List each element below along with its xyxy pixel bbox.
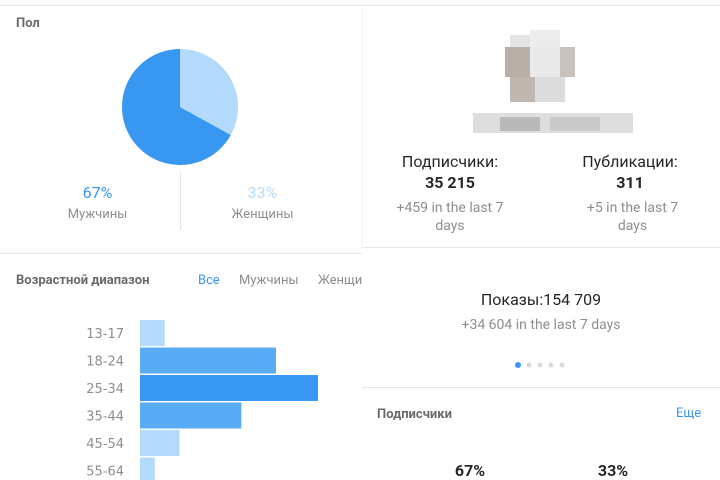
bar	[140, 402, 242, 429]
stat-value: 311	[616, 173, 644, 192]
filter-tab[interactable]: Женщины	[318, 273, 362, 288]
pie-slice	[122, 49, 231, 165]
female-label: Женщины	[231, 207, 294, 222]
category-label: 55-64	[86, 465, 124, 480]
section-title: Пол	[16, 16, 40, 31]
category-label: 13-17	[86, 327, 124, 342]
pie-chart	[122, 49, 239, 165]
bar-chart: 13-17 18-24 25-34 35-44 45-54 55-64	[86, 320, 318, 480]
impressions-value: 154 709	[543, 290, 602, 309]
separator	[0, 253, 362, 254]
followers-pct: 33%	[597, 461, 629, 480]
followers-pct: 67%	[454, 461, 486, 480]
category-label: 35-44	[86, 410, 124, 425]
category-label: 25-34	[86, 382, 124, 397]
top-border	[0, 5, 720, 6]
stat-label: Подписчики:	[401, 152, 499, 171]
divider	[362, 6, 363, 246]
separator	[362, 247, 720, 248]
impressions: Показы:154 709	[362, 290, 720, 309]
divider	[180, 172, 181, 230]
category-label: 45-54	[86, 437, 124, 452]
bar	[140, 430, 180, 456]
male-label: Мужчины	[67, 207, 128, 222]
section-title: Подписчики	[377, 407, 452, 422]
section-title: Возрастной диапазон	[16, 273, 150, 288]
impressions-change: +34 604 in the last 7 days	[461, 317, 621, 333]
page-dots	[515, 362, 565, 368]
category-label: 18-24	[86, 355, 124, 370]
bar	[140, 457, 155, 480]
blurred-avatar	[473, 30, 633, 133]
more-link[interactable]: Еще	[676, 406, 702, 421]
filter-tab[interactable]: Все	[198, 273, 220, 288]
female-pct: 33%	[247, 183, 278, 202]
stat-value: 35 215	[425, 173, 475, 192]
bar	[140, 347, 276, 374]
left-panel: Пол 67% Мужчины 33% Женщины Возрастной д…	[0, 16, 362, 480]
filter-tab[interactable]: Мужчины	[239, 273, 299, 288]
separator	[362, 387, 720, 388]
male-pct: 67%	[82, 183, 113, 202]
impressions-label: Показы:	[480, 290, 544, 309]
stat-change: +459 in the last 7 days	[396, 200, 504, 234]
pie-slice	[180, 49, 239, 135]
stat-change: +5 in the last 7 days	[586, 200, 679, 234]
bar	[140, 375, 318, 401]
bar	[140, 320, 165, 346]
stat-label: Публикации:	[582, 152, 678, 171]
